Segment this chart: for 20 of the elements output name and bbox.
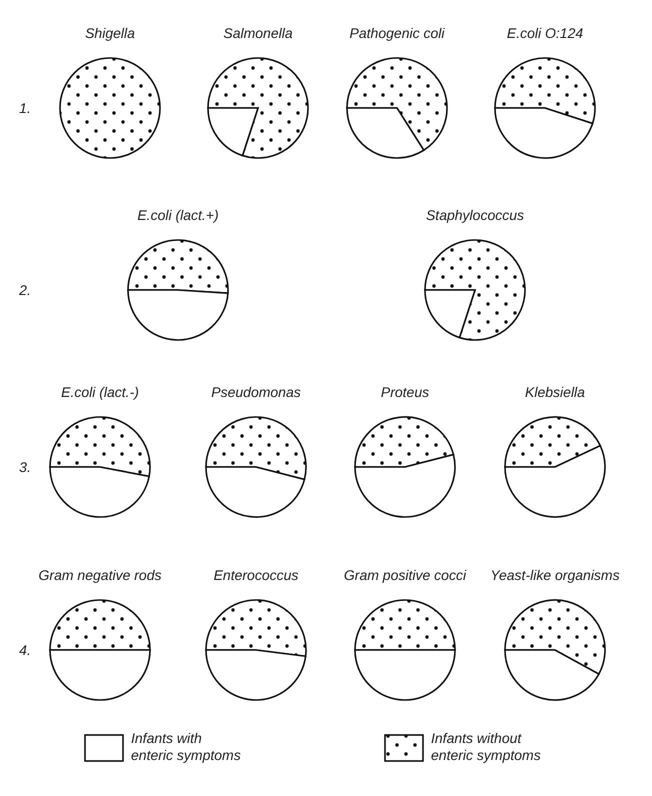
chart-title: Staphylococcus [426, 207, 524, 223]
chart-title: Klebsiella [525, 384, 586, 400]
chart-title: Proteus [380, 384, 430, 400]
text: 3. [19, 459, 31, 475]
chart-title: Gram negative rods [38, 567, 162, 583]
text: 4. [19, 642, 31, 658]
chart-title: Enterococcus [214, 567, 298, 583]
chart-title: Salmonella [223, 25, 293, 41]
chart-title: Pathogenic coli [350, 25, 446, 41]
text: 2. [18, 282, 31, 298]
chart-title: E.coli O:124 [506, 25, 584, 41]
chart-title: Shigella [85, 25, 136, 41]
legend-label: Infants without enteric symptoms [431, 730, 541, 763]
chart-title: Pseudomonas [211, 384, 301, 400]
legend-label: Infants with enteric symptoms [131, 730, 241, 763]
chart-title: E.coli (lact.-) [61, 384, 139, 400]
chart-title: Yeast-like organisms [490, 567, 620, 583]
chart-title: Gram positive cocci [344, 567, 467, 583]
text: 1. [19, 100, 31, 116]
chart-title: E.coli (lact.+) [137, 207, 219, 223]
